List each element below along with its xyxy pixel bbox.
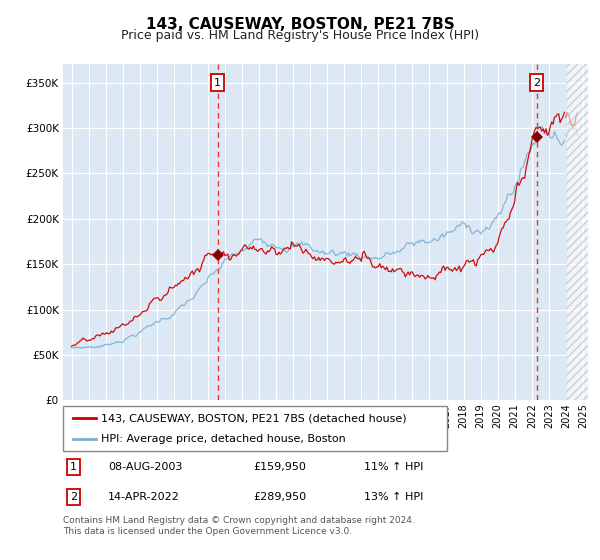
Text: 08-AUG-2003: 08-AUG-2003 xyxy=(108,462,182,472)
Text: £159,950: £159,950 xyxy=(253,462,306,472)
FancyBboxPatch shape xyxy=(63,406,447,451)
Text: 13% ↑ HPI: 13% ↑ HPI xyxy=(364,492,424,502)
Text: 14-APR-2022: 14-APR-2022 xyxy=(108,492,180,502)
Text: 11% ↑ HPI: 11% ↑ HPI xyxy=(364,462,424,472)
Text: 2: 2 xyxy=(70,492,77,502)
Text: Contains HM Land Registry data © Crown copyright and database right 2024.
This d: Contains HM Land Registry data © Crown c… xyxy=(63,516,415,536)
Text: 2: 2 xyxy=(533,78,540,87)
Text: £289,950: £289,950 xyxy=(253,492,306,502)
Text: 1: 1 xyxy=(70,462,77,472)
Text: 143, CAUSEWAY, BOSTON, PE21 7BS: 143, CAUSEWAY, BOSTON, PE21 7BS xyxy=(146,17,454,32)
Text: 143, CAUSEWAY, BOSTON, PE21 7BS (detached house): 143, CAUSEWAY, BOSTON, PE21 7BS (detache… xyxy=(101,413,407,423)
Text: Price paid vs. HM Land Registry's House Price Index (HPI): Price paid vs. HM Land Registry's House … xyxy=(121,29,479,42)
Text: 1: 1 xyxy=(214,78,221,87)
Text: HPI: Average price, detached house, Boston: HPI: Average price, detached house, Bost… xyxy=(101,433,346,444)
